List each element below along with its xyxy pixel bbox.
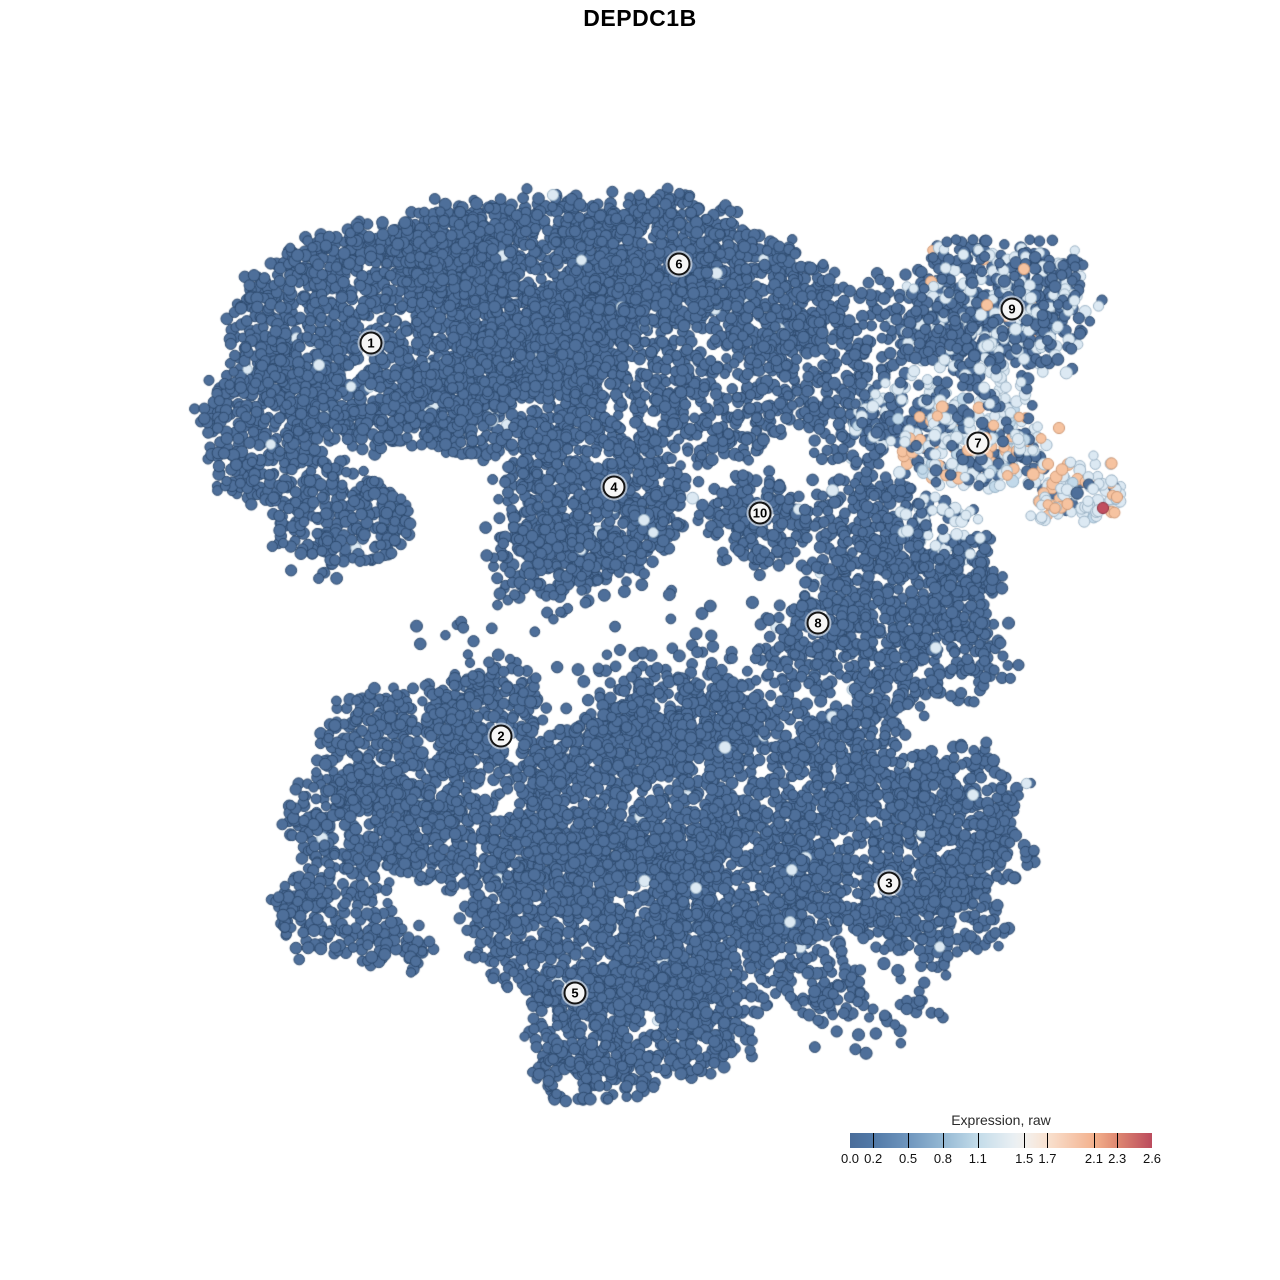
legend-tick-label: 2.1 [1084, 1151, 1103, 1166]
legend-gradient-bar [850, 1133, 1152, 1148]
expression-legend: Expression, raw 0.0 0.2 0.5 0.8 1.1 1.5 1.7 2.1… [841, 1112, 1161, 1167]
legend-tick-line [1047, 1133, 1049, 1148]
legend-tick-line [942, 1133, 944, 1148]
legend-tick-label: 2.6 [1142, 1151, 1162, 1166]
legend-tick-labels: 0.0 0.2 0.5 0.8 1.1 1.5 1.7 2.1 2.3 2.6 [841, 1151, 1161, 1167]
legend-tick-label: 1.5 [1015, 1151, 1034, 1166]
legend-tick-label: 2.3 [1108, 1151, 1127, 1166]
legend-tick-line [1024, 1133, 1026, 1148]
legend-tick-label: 1.7 [1038, 1151, 1057, 1166]
legend-tick-label: 0.5 [899, 1151, 918, 1166]
legend-tick-label: 0.0 [840, 1151, 860, 1166]
legend-tick-label: 1.1 [968, 1151, 987, 1166]
legend-tick-label: 0.2 [864, 1151, 883, 1166]
legend-tick-line [1117, 1133, 1119, 1148]
legend-tick-line [977, 1133, 979, 1148]
legend-title: Expression, raw [951, 1112, 1051, 1128]
legend-tick-line [1093, 1133, 1095, 1148]
legend-tick-line [873, 1133, 875, 1148]
legend-tick-label: 0.8 [933, 1151, 952, 1166]
legend-tick-line [908, 1133, 910, 1148]
